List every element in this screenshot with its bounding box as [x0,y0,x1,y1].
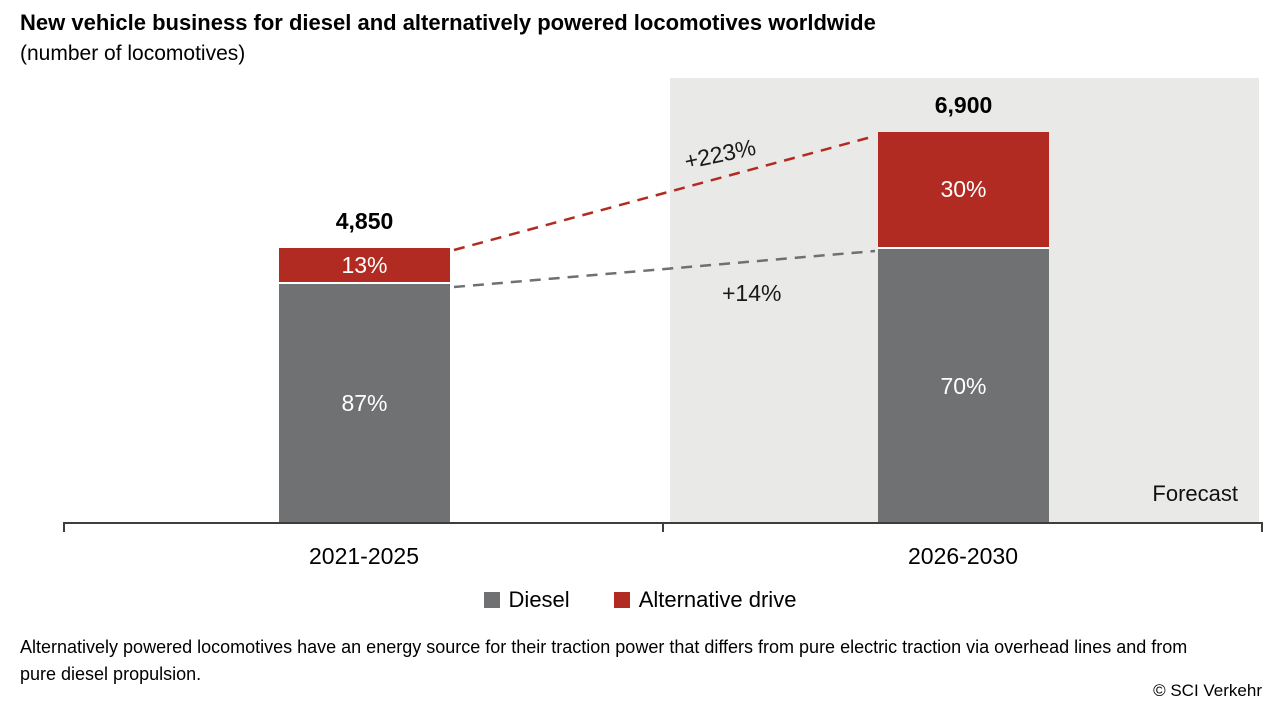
diesel-percent-label-2021-2025: 87% [341,390,388,416]
diesel-segment-2021-2025: 87% [279,284,450,523]
chart-subtitle: (number of locomotives) [20,42,246,65]
bar-2026-2030: 6,900 30% 70% [878,92,1049,523]
diesel-trend-line [453,249,876,289]
chart-title: New vehicle business for diesel and alte… [20,10,876,35]
diesel-growth-annotation: +14% [722,280,782,306]
legend-item-alternative-drive: Alternative drive [613,587,797,613]
footnote-line-2: pure diesel propulsion. [20,664,202,684]
bar-total-label-2021-2025: 4,850 [335,208,394,234]
x-axis-tick-left [63,522,65,532]
alt-drive-percent-label-2021-2025: 13% [341,251,388,278]
bar-2021-2025: 4,850 13% 87% [279,208,450,523]
x-axis-tick-middle [662,522,664,532]
legend-item-diesel: Diesel [483,587,570,613]
x-axis-label-2021-2025: 2021-2025 [309,543,419,569]
alt-drive-percent-label-2026-2030: 30% [940,176,987,202]
alt-drive-segment-2026-2030: 30% [878,132,1049,249]
alt-drive-segment-2021-2025: 13% [279,248,450,284]
alt-drive-trend-line [453,134,876,252]
forecast-label: Forecast [1152,481,1238,506]
diesel-swatch-icon [483,592,500,608]
diesel-percent-label-2026-2030: 70% [940,372,987,399]
bar-total-label-2026-2030: 6,900 [934,92,993,118]
alternative-drive-swatch-icon [613,592,630,608]
x-axis-tick-right [1261,522,1263,532]
copyright-label: © SCI Verkehr [1153,681,1262,700]
footnote-line-1: Alternatively powered locomotives have a… [20,637,1188,657]
legend: Diesel Alternative drive [0,587,1280,613]
legend-label-alternative-drive: Alternative drive [638,587,797,612]
legend-label-diesel: Diesel [508,587,570,612]
x-axis-label-2026-2030: 2026-2030 [908,543,1018,569]
diesel-segment-2026-2030: 70% [878,249,1049,523]
